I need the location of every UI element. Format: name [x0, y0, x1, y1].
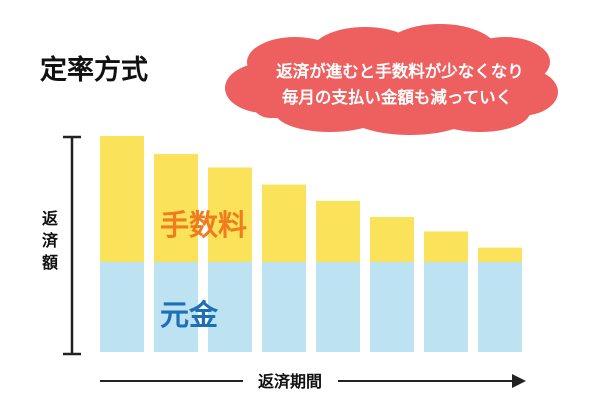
stacked-bars	[100, 136, 522, 352]
x-axis-arrowhead	[512, 374, 526, 388]
y-axis-label: 返 済 額	[41, 209, 59, 272]
bar-principal-3	[208, 262, 252, 352]
diagram-title: 定率方式	[40, 54, 148, 86]
bar-principal-7	[424, 262, 468, 352]
callout-cloud	[225, 24, 558, 135]
bar-fee-8	[478, 247, 522, 262]
bar-principal-1	[100, 262, 144, 352]
bar-fee-5	[316, 200, 360, 262]
bar-principal-2	[154, 262, 198, 352]
bar-fee-4	[262, 184, 306, 262]
bar-fee-3	[208, 167, 252, 262]
y-axis-label-char: 返	[42, 209, 58, 228]
bar-fee-1	[100, 136, 144, 262]
bar-fee-7	[424, 231, 468, 262]
fee-segment-label: 手数料	[160, 208, 247, 242]
bar-principal-8	[478, 262, 522, 352]
callout-line-1: 返済が進むと手数料が少なくなり	[276, 61, 524, 81]
y-axis-label-char: 額	[41, 253, 58, 272]
callout-line-2: 毎月の支払い金額も減っていく	[282, 87, 512, 107]
y-axis-label-char: 済	[42, 231, 59, 250]
bar-principal-5	[316, 262, 360, 352]
principal-segment-label: 元金	[160, 298, 219, 332]
bar-fee-2	[154, 154, 198, 262]
bar-principal-4	[262, 262, 306, 352]
bar-fee-6	[370, 217, 414, 262]
x-axis-label: 返済期間	[258, 372, 322, 391]
bar-principal-6	[370, 262, 414, 352]
